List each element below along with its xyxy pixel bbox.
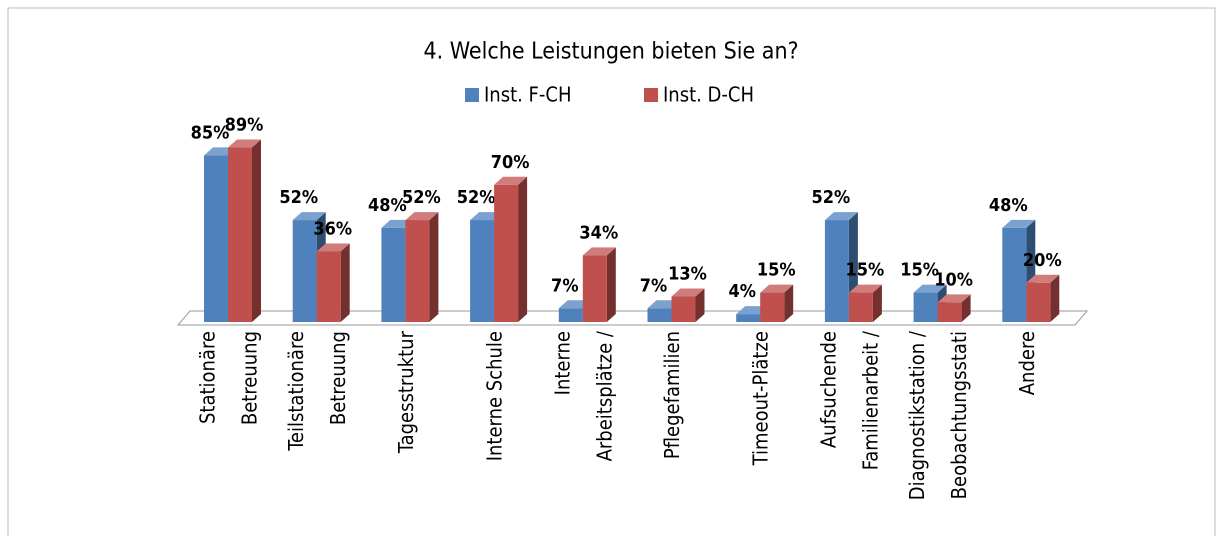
bar-face [1002, 227, 1027, 322]
bar-face [961, 294, 971, 322]
x-tick-label: Betreuung [238, 331, 262, 425]
bar-face [760, 284, 794, 293]
bar-face [1026, 274, 1060, 283]
bar [1026, 274, 1060, 322]
x-tick-label: Betreuung [326, 331, 350, 425]
data-label: 15% [900, 260, 939, 281]
legend-swatch [465, 88, 479, 102]
bar-face [824, 212, 858, 221]
data-label: 52% [279, 187, 318, 208]
x-tick-label: Interne [550, 331, 574, 395]
bar-face [405, 220, 430, 322]
bar-face [316, 243, 350, 252]
x-tick-label: Pflegefamilien [660, 331, 684, 459]
x-tick-label: Tagesstruktur [394, 330, 418, 454]
data-label: 34% [579, 222, 618, 243]
bar-face [252, 139, 261, 322]
data-label: 85% [191, 122, 230, 143]
bar-face [824, 220, 849, 322]
x-tick-label: Interne Schule [483, 331, 507, 461]
x-tick-label: Arbeitsplätze / [592, 330, 616, 461]
bar-face [582, 255, 607, 322]
bar-face [558, 308, 583, 322]
bar [913, 284, 947, 322]
x-tick-label: Teilstationäre [284, 331, 308, 452]
x-tick-label: Diagnostikstation / [905, 330, 929, 500]
x-tick-label: Familienarbeit / [858, 330, 882, 470]
bar-face [937, 302, 962, 322]
bar-face [429, 212, 439, 322]
bar-face [695, 288, 705, 322]
bar-face [292, 220, 317, 322]
bar-face [760, 292, 785, 322]
data-label: 48% [368, 195, 407, 216]
bar-face [518, 176, 528, 322]
bar [316, 243, 350, 322]
bar-face [494, 176, 528, 185]
data-label: 48% [989, 195, 1028, 216]
data-label: 4% [728, 281, 756, 302]
bar-face [784, 284, 794, 322]
bar [582, 247, 616, 322]
bar-face [204, 155, 228, 322]
bar-face [228, 147, 252, 322]
legend-label: Inst. F-CH [484, 83, 572, 107]
data-label: 10% [934, 269, 973, 290]
bar-face [913, 284, 947, 293]
bar-face [848, 284, 882, 293]
data-label: 7% [640, 275, 668, 296]
data-label: 15% [757, 260, 796, 281]
x-tick-label: Timeout-Plätze [749, 331, 773, 466]
bar-face [937, 294, 971, 303]
bar-face [381, 227, 406, 322]
bar-face [470, 220, 495, 322]
bar-face [228, 139, 261, 148]
bar-face [913, 292, 938, 322]
bar [937, 294, 971, 322]
bar-face [1002, 219, 1036, 228]
data-label: 15% [846, 260, 885, 281]
bar [494, 176, 528, 322]
bar-face [848, 292, 873, 322]
bar [671, 288, 705, 322]
bar-face [606, 247, 616, 322]
x-tick-label: Aufsuchende [816, 331, 840, 448]
bar-face [671, 288, 705, 297]
bar-face [1026, 282, 1051, 322]
data-label: 52% [457, 187, 496, 208]
data-label: 7% [551, 275, 579, 296]
data-label: 36% [313, 218, 352, 239]
bar-face [405, 212, 439, 221]
bar-face [316, 251, 341, 322]
data-label: 52% [812, 187, 851, 208]
bar-face [292, 212, 326, 221]
bar-face [494, 184, 519, 322]
data-label: 70% [491, 152, 530, 173]
data-label: 52% [402, 187, 441, 208]
bar-face [671, 296, 696, 322]
bar-face [872, 284, 882, 322]
bar-face [736, 314, 761, 322]
bar [848, 284, 882, 322]
legend-swatch [644, 88, 658, 102]
bar [760, 284, 794, 322]
data-label: 89% [225, 115, 264, 136]
data-label: 13% [668, 264, 707, 285]
legend-label: Inst. D-CH [663, 83, 754, 107]
bar-face [647, 308, 672, 322]
bar-face [340, 243, 350, 322]
chart-title: 4. Welche Leistungen bieten Sie an? [423, 39, 798, 65]
x-tick-label: Beobachtungsstati [947, 331, 971, 499]
x-tick-label: Andere [1015, 331, 1039, 395]
bar [228, 139, 261, 322]
data-label: 20% [1023, 250, 1062, 271]
x-tick-label: Stationäre [196, 331, 220, 424]
bar [405, 212, 439, 322]
bar-face [582, 247, 616, 256]
bar-face [1050, 274, 1060, 322]
